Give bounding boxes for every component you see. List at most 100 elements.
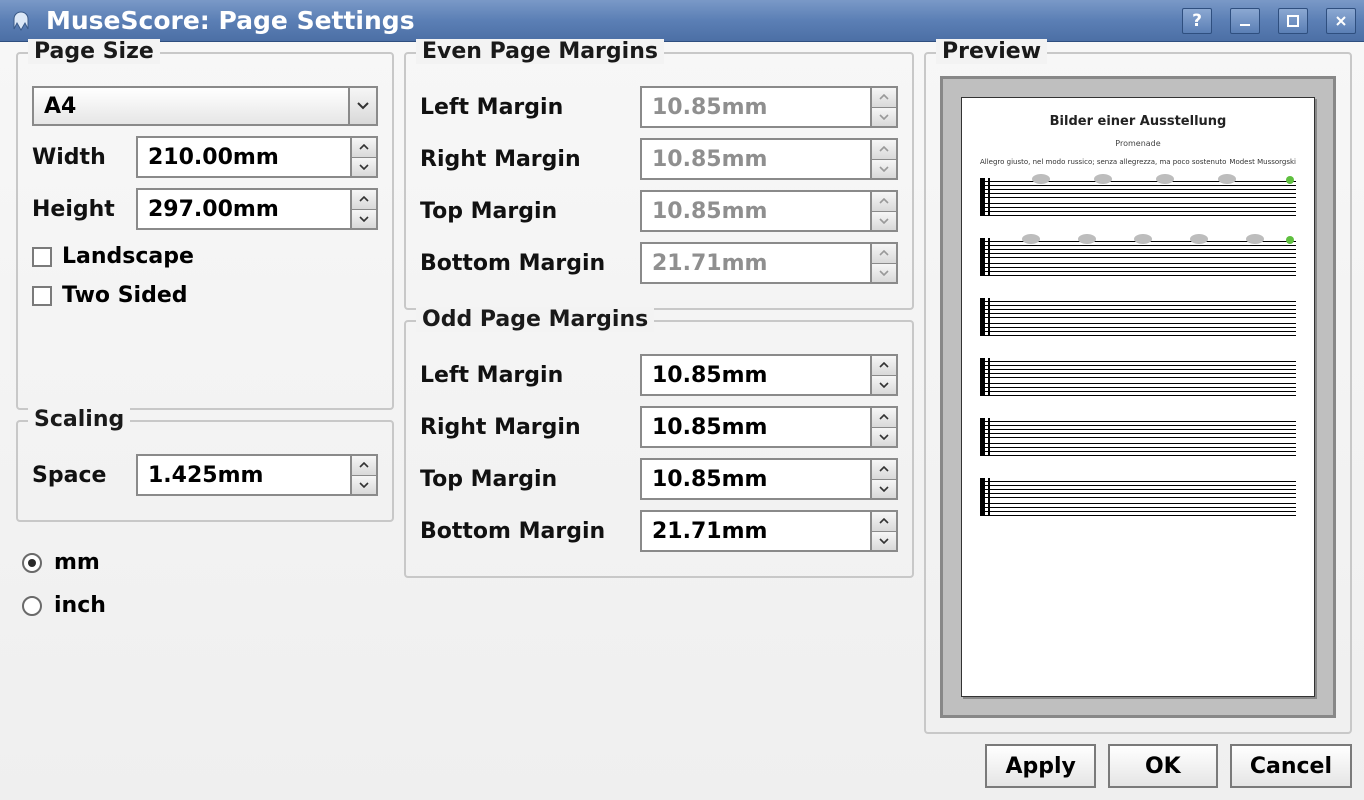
radio-icon [22,596,42,616]
space-value: 1.425mm [138,456,350,494]
width-step-up[interactable] [352,138,376,157]
odd-top-up[interactable] [872,460,896,479]
even-right-input: 10.85mm [640,138,898,180]
chevron-down-icon [348,88,376,124]
odd-bottom-label: Bottom Margin [420,519,630,544]
odd-margins-legend: Odd Page Margins [416,307,654,332]
width-step-down[interactable] [352,157,376,177]
help-button[interactable]: ? [1182,8,1212,34]
unit-radio-group: mm inch [16,532,394,618]
dialog-buttons: Apply OK Cancel [924,734,1352,788]
preview-staff [980,178,1296,216]
step-up-icon [872,88,896,107]
apply-label: Apply [1005,754,1075,779]
odd-right-up[interactable] [872,408,896,427]
two-sided-label: Two Sided [62,283,188,308]
preview-staff [980,478,1296,516]
page-size-legend: Page Size [28,39,160,64]
preview-frame: Bilder einer Ausstellung Promenade Alleg… [940,76,1336,718]
cancel-label: Cancel [1250,754,1332,779]
odd-left-value: 10.85mm [642,356,870,394]
even-left-value: 10.85mm [642,88,870,126]
odd-bottom-down[interactable] [872,531,896,551]
even-bottom-label: Bottom Margin [420,251,630,276]
close-button[interactable] [1326,8,1356,34]
preview-group: Preview Bilder einer Ausstellung Promena… [924,52,1352,734]
even-top-label: Top Margin [420,199,630,224]
width-label: Width [32,145,126,170]
sheet-subtitle: Promenade [980,139,1296,148]
even-right-value: 10.85mm [642,140,870,178]
width-input[interactable]: 210.00mm [136,136,378,178]
preview-staff [980,358,1296,396]
odd-bottom-up[interactable] [872,512,896,531]
ok-button[interactable]: OK [1108,744,1218,788]
unit-mm-radio[interactable]: mm [22,550,394,575]
even-right-label: Right Margin [420,147,630,172]
sheet-tempo: Allegro giusto, nel modo russico; senza … [980,158,1226,166]
page-preset-value: A4 [34,94,348,119]
even-left-label: Left Margin [420,95,630,120]
step-up-icon [872,192,896,211]
checkbox-icon [32,286,52,306]
sheet-composer: Modest Mussorgski [1229,158,1296,166]
minimize-button[interactable] [1230,8,1260,34]
odd-left-up[interactable] [872,356,896,375]
odd-right-value: 10.85mm [642,408,870,446]
maximize-button[interactable] [1278,8,1308,34]
width-value: 210.00mm [138,138,350,176]
even-top-input: 10.85mm [640,190,898,232]
landscape-label: Landscape [62,244,194,269]
scaling-legend: Scaling [28,407,130,432]
apply-button[interactable]: Apply [985,744,1095,788]
landscape-checkbox[interactable]: Landscape [32,244,378,269]
sheet-title: Bilder einer Ausstellung [980,114,1296,129]
height-step-down[interactable] [352,209,376,229]
height-input[interactable]: 297.00mm [136,188,378,230]
two-sided-checkbox[interactable]: Two Sided [32,283,378,308]
unit-inch-radio[interactable]: inch [22,593,394,618]
ok-label: OK [1145,754,1181,779]
page-preset-select[interactable]: A4 [32,86,378,126]
step-down-icon [872,211,896,231]
radio-icon [22,553,42,573]
odd-left-down[interactable] [872,375,896,395]
odd-right-label: Right Margin [420,415,630,440]
preview-staff [980,298,1296,336]
page-size-group: Page Size A4 Width 210.00mm [16,52,394,410]
dialog-body: Page Size A4 Width 210.00mm [0,42,1364,800]
preview-page: Bilder einer Ausstellung Promenade Alleg… [961,97,1315,697]
step-up-icon [872,244,896,263]
even-margins-legend: Even Page Margins [416,39,664,64]
step-up-icon [872,140,896,159]
odd-left-label: Left Margin [420,363,630,388]
even-top-value: 10.85mm [642,192,870,230]
space-input[interactable]: 1.425mm [136,454,378,496]
step-down-icon [872,159,896,179]
step-down-icon [872,263,896,283]
odd-left-input[interactable]: 10.85mm [640,354,898,396]
step-down-icon [872,107,896,127]
checkbox-icon [32,247,52,267]
odd-top-down[interactable] [872,479,896,499]
preview-legend: Preview [936,39,1047,64]
scaling-group: Scaling Space 1.425mm [16,420,394,522]
even-bottom-value: 21.71mm [642,244,870,282]
titlebar: MuseScore: Page Settings ? [0,0,1364,42]
unit-mm-label: mm [54,550,100,575]
space-step-down[interactable] [352,475,376,495]
cancel-button[interactable]: Cancel [1230,744,1352,788]
odd-top-input[interactable]: 10.85mm [640,458,898,500]
height-label: Height [32,197,126,222]
odd-top-value: 10.85mm [642,460,870,498]
odd-right-down[interactable] [872,427,896,447]
space-step-up[interactable] [352,456,376,475]
height-step-up[interactable] [352,190,376,209]
odd-margins-group: Odd Page Margins Left Margin 10.85mm Rig… [404,320,914,578]
odd-bottom-input[interactable]: 21.71mm [640,510,898,552]
odd-right-input[interactable]: 10.85mm [640,406,898,448]
odd-bottom-value: 21.71mm [642,512,870,550]
height-value: 297.00mm [138,190,350,228]
even-bottom-input: 21.71mm [640,242,898,284]
unit-inch-label: inch [54,593,106,618]
